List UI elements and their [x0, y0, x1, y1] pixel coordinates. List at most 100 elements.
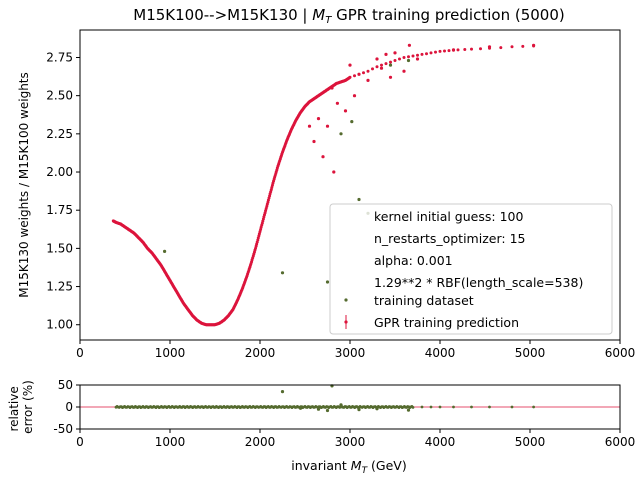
prediction-point: [429, 51, 433, 55]
main-y-tick-label: 2.50: [46, 89, 73, 103]
main-x-tick-label: 5000: [515, 346, 546, 360]
training-point: [406, 58, 411, 63]
prediction-point: [479, 47, 482, 51]
prediction-point: [402, 56, 406, 59]
prediction-point: [316, 117, 321, 121]
main-y-tick-label: 1.25: [46, 280, 73, 294]
prediction-point: [325, 124, 330, 128]
residual-plot-area: 0 1000 2000 3000 4000 5000 6000 500-50: [53, 378, 635, 449]
prediction-point: [470, 47, 473, 51]
legend: kernel initial guess: 100 n_restarts_opt…: [329, 203, 613, 335]
prediction-point: [443, 49, 446, 53]
prediction-point: [353, 74, 356, 78]
prediction-point: [407, 55, 410, 59]
prediction-point: [362, 71, 365, 75]
residual-y-axis-label: relative error (%): [7, 380, 35, 434]
training-point: [357, 197, 361, 202]
residual-point: [325, 408, 330, 413]
training-point: [163, 249, 167, 253]
prediction-point: [357, 72, 361, 76]
prediction-point: [411, 54, 415, 58]
prediction-point: [521, 44, 525, 48]
legend-entry-training: training dataset: [374, 293, 474, 308]
prediction-point: [499, 46, 503, 50]
legend-frame: [329, 203, 613, 335]
prediction-point: [416, 53, 419, 57]
residual-point: [280, 390, 285, 394]
prediction-point: [380, 63, 383, 67]
training-point: [280, 271, 285, 275]
main-y-tick-label: 2.00: [46, 165, 73, 179]
prediction-point: [398, 57, 401, 61]
residual-point: [510, 405, 514, 409]
main-x-tick-label: 3000: [335, 346, 366, 360]
prediction-point: [379, 66, 384, 70]
prediction-point: [425, 52, 428, 56]
main-x-tick-label: 4000: [425, 346, 456, 360]
training-point: [388, 63, 393, 67]
prediction-point: [447, 49, 451, 53]
residual-point: [375, 407, 379, 411]
prediction-point: [332, 170, 336, 174]
prediction-point: [335, 101, 339, 105]
main-plot-area: 0 1000 2000 3000 4000 5000 6000 1.00 1.25 1.50 1.…: [46, 29, 635, 360]
residual-x-tick-label: 6000: [605, 435, 636, 449]
legend-prediction-marker: [344, 320, 348, 324]
prediction-point: [415, 57, 420, 61]
main-x-tick-label: 1000: [155, 346, 186, 360]
residual-x-axis-label: invariant MT (GeV): [291, 458, 406, 476]
prediction-point: [366, 78, 370, 82]
residual-point: [488, 405, 491, 409]
chart-title: M15K100-->M15K130 | MT GPR training pred…: [133, 6, 564, 26]
prediction-point: [420, 52, 424, 56]
legend-entry-alpha: alpha: 0.001: [374, 253, 453, 268]
main-y-tick-label: 2.75: [46, 50, 73, 64]
prediction-point: [343, 109, 348, 113]
prediction-point: [375, 65, 379, 69]
prediction-point: [375, 57, 379, 61]
legend-entry-kernel: kernel initial guess: 100: [374, 209, 523, 224]
residual-point: [411, 406, 415, 409]
prediction-point: [456, 48, 460, 52]
training-point: [350, 120, 354, 124]
residual-y-tick-label: 0: [65, 400, 73, 414]
prediction-point: [366, 69, 370, 73]
prediction-point: [384, 52, 388, 57]
residual-x-tick-label: 2000: [245, 435, 276, 449]
main-y-tick-label: 2.25: [46, 127, 73, 141]
main-y-tick-label: 1.50: [46, 241, 73, 255]
residual-point: [420, 405, 424, 409]
residual-point: [452, 405, 455, 409]
prediction-point: [384, 62, 388, 66]
residual-point: [339, 403, 343, 407]
legend-entry-restarts: n_restarts_optimizer: 15: [374, 231, 525, 246]
main-y-tick-label: 1.00: [46, 318, 73, 332]
prediction-point: [388, 75, 393, 79]
prediction-point: [348, 63, 352, 67]
prediction-point: [532, 43, 536, 47]
residual-point: [298, 406, 303, 410]
prediction-point: [434, 50, 437, 54]
residual-point: [406, 408, 411, 412]
residual-point: [470, 405, 473, 409]
residual-y-tick-label: -50: [53, 422, 73, 436]
main-y-axis-label: M15K130 weights / M15K100 weights: [17, 72, 31, 298]
prediction-point: [389, 60, 392, 64]
residual-x-tick-label: 1000: [155, 435, 186, 449]
prediction-point: [393, 51, 397, 55]
main-y-tick-label: 1.75: [46, 203, 73, 217]
prediction-point: [371, 67, 374, 71]
prediction-point: [407, 43, 411, 47]
residual-point: [316, 407, 321, 411]
legend-entry-rbf: 1.29**2 * RBF(length_scale=538): [374, 275, 583, 290]
prediction-point: [451, 48, 456, 52]
residual-x-tick-label: 3000: [335, 435, 366, 449]
main-x-tick-label: 0: [76, 346, 84, 360]
prediction-point: [330, 86, 334, 90]
residual-x-tick-label: 0: [76, 435, 84, 449]
prediction-point: [510, 45, 514, 49]
prediction-point: [438, 49, 442, 53]
residual-point: [438, 405, 442, 409]
prediction-point: [352, 94, 357, 98]
